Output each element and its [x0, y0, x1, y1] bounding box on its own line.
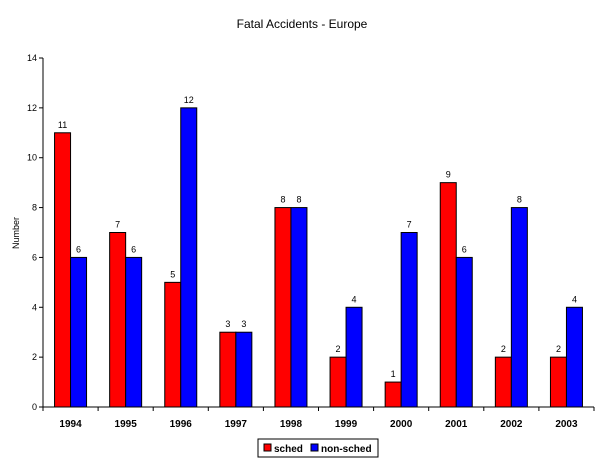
- x-tick-label: 1994: [59, 419, 82, 430]
- data-label: 8: [296, 195, 301, 205]
- legend: sched non-sched: [257, 438, 379, 458]
- bar-sched-2001: [439, 182, 457, 408]
- legend-label-sched: sched: [274, 444, 303, 455]
- data-label: 6: [131, 244, 136, 254]
- data-label: 2: [336, 344, 341, 354]
- chart-title: Fatal Accidents - Europe: [237, 17, 368, 31]
- data-label: 7: [407, 220, 412, 230]
- y-tick-label: 14: [27, 53, 37, 63]
- y-tick-label: 0: [32, 402, 37, 412]
- data-label: 5: [170, 269, 175, 279]
- x-tick-label: 2001: [445, 419, 468, 430]
- x-tick-label: 1996: [170, 419, 193, 430]
- data-label: 6: [462, 244, 467, 254]
- bar-sched-2003: [549, 356, 567, 408]
- x-tick-label: 1999: [335, 419, 358, 430]
- x-tick-label: 1998: [280, 419, 303, 430]
- legend-swatch-sched: [263, 443, 272, 452]
- x-tick-label: 2002: [500, 419, 523, 430]
- bar-non-sched-2001: [455, 256, 473, 408]
- bar-sched-2002: [494, 356, 512, 408]
- bar-non-sched-2003: [565, 306, 583, 408]
- bar-sched-2000: [384, 381, 402, 408]
- y-tick-label: 6: [32, 252, 37, 262]
- bar-sched-1998: [274, 207, 292, 408]
- data-label: 8: [280, 195, 285, 205]
- data-label: 3: [225, 319, 230, 329]
- bar-non-sched-1999: [345, 306, 363, 408]
- data-label: 4: [572, 294, 577, 304]
- y-tick-label: 8: [32, 203, 37, 213]
- data-label: 3: [241, 319, 246, 329]
- data-label: 1: [391, 369, 396, 379]
- legend-swatch-non-sched: [310, 443, 319, 452]
- bar-sched-1999: [329, 356, 347, 408]
- data-label: 6: [76, 244, 81, 254]
- x-tick-label: 1995: [115, 419, 138, 430]
- data-label: 12: [184, 95, 194, 105]
- bar-sched-1996: [164, 281, 182, 408]
- bar-non-sched-2000: [400, 232, 418, 408]
- y-tick-label: 4: [32, 302, 37, 312]
- data-label: 11: [58, 120, 67, 130]
- data-label: 9: [446, 170, 451, 180]
- bar-sched-1994: [54, 132, 72, 408]
- x-tick-label: 2003: [555, 419, 578, 430]
- bar-non-sched-1997: [235, 331, 253, 408]
- x-tick-label: 1997: [225, 419, 248, 430]
- bar-non-sched-1994: [70, 256, 88, 408]
- data-label: 7: [115, 220, 120, 230]
- bar-non-sched-2002: [510, 207, 528, 408]
- bar-non-sched-1996: [180, 107, 198, 408]
- bar-non-sched-1995: [125, 256, 143, 408]
- y-tick-label: 12: [27, 103, 37, 113]
- data-label: 2: [556, 344, 561, 354]
- x-tick-label: 2000: [390, 419, 413, 430]
- y-tick-label: 2: [32, 352, 37, 362]
- bar-non-sched-1998: [290, 207, 308, 408]
- data-label: 2: [501, 344, 506, 354]
- y-tick-label: 10: [27, 153, 37, 163]
- bar-sched-1995: [109, 232, 127, 408]
- legend-label-non-sched: non-sched: [321, 444, 372, 455]
- y-axis-label: Number: [11, 217, 21, 249]
- bar-sched-1997: [219, 331, 237, 408]
- data-label: 8: [517, 195, 522, 205]
- data-label: 4: [352, 294, 357, 304]
